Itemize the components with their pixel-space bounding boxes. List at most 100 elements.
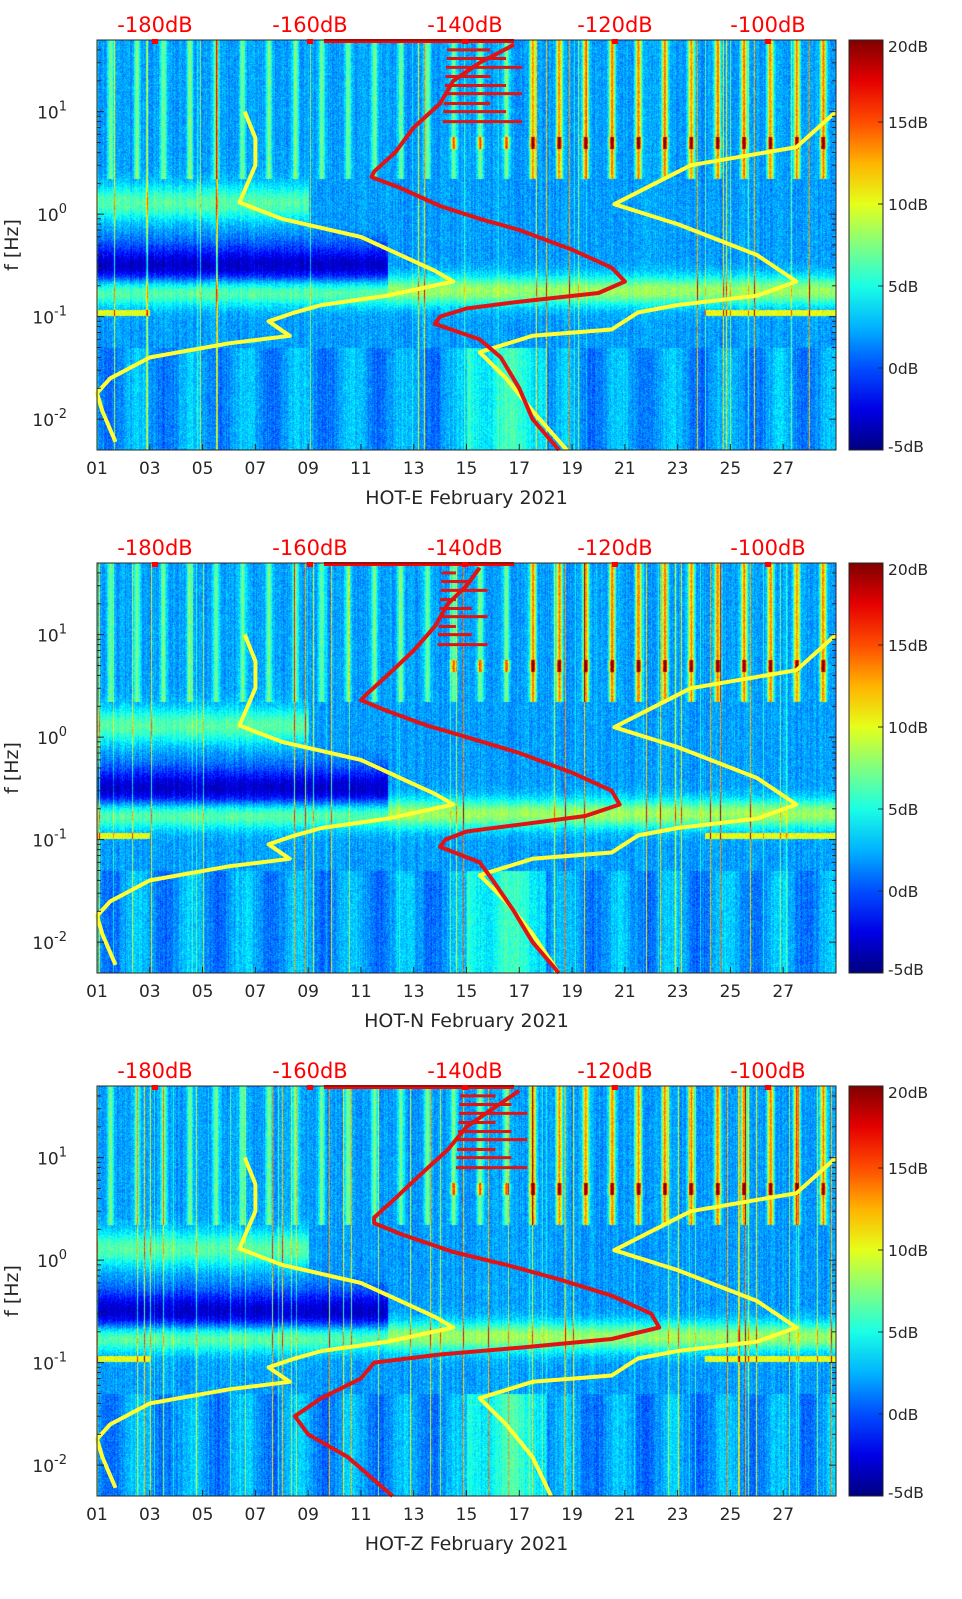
noise-model-low-line [95, 633, 456, 966]
y-tick-label: 10-2 [32, 1453, 67, 1477]
top-axis-label: -160dB [272, 536, 347, 560]
y-tick-label: 10-2 [32, 930, 67, 954]
top-axis-label: -180dB [117, 13, 192, 37]
top-axis-label: -120dB [577, 13, 652, 37]
x-tick-label: 03 [139, 982, 161, 1002]
y-tick-exponent: -2 [54, 407, 67, 422]
x-tick-label: 21 [614, 982, 636, 1002]
top-axis-label: -140dB [427, 1059, 502, 1083]
top-axis-label: -120dB [577, 1059, 652, 1083]
x-tick-label: 27 [772, 982, 794, 1002]
x-axis-title: HOT-N February 2021 [364, 1010, 569, 1032]
y-tick-base: 10 [32, 934, 54, 954]
top-axis-tick [152, 1085, 158, 1090]
y-tick-exponent: -1 [54, 305, 67, 320]
x-axis-title: HOT-Z February 2021 [365, 1533, 569, 1555]
top-axis-label: -100dB [730, 1059, 805, 1083]
x-tick-label: 03 [139, 1505, 161, 1525]
colorbar-label: 0dB [888, 883, 918, 901]
noise-psd-line [358, 566, 622, 975]
y-tick-base: 10 [37, 627, 59, 647]
x-tick-label: 13 [403, 982, 425, 1002]
top-axis-tick [612, 1085, 618, 1090]
x-tick-label: 13 [403, 459, 425, 479]
y-tick-label: 101 [37, 100, 67, 124]
colorbar-label: -5dB [888, 961, 924, 979]
y-tick-exponent: 0 [59, 725, 67, 740]
colorbar-label: 10dB [888, 1242, 928, 1260]
y-tick-exponent: 1 [59, 1146, 67, 1161]
noise-model-low-line [95, 110, 456, 443]
x-tick-label: 15 [456, 982, 478, 1002]
x-tick-label: 25 [720, 1505, 742, 1525]
top-axis-tick [152, 562, 158, 567]
top-axis-tick [152, 39, 158, 44]
x-tick-label: 17 [508, 459, 530, 479]
top-axis-tick [612, 562, 618, 567]
y-axis-title: f [Hz] [1, 1265, 23, 1317]
x-tick-label: 25 [720, 459, 742, 479]
x-tick-label: 07 [245, 982, 267, 1002]
noise-model-high-line [477, 633, 838, 975]
y-axis-title: f [Hz] [1, 742, 23, 794]
y-tick-exponent: 0 [59, 1248, 67, 1263]
top-axis-label: -120dB [577, 536, 652, 560]
y-tick-exponent: -2 [54, 1453, 67, 1468]
top-axis-tick [307, 562, 313, 567]
colorbar [848, 39, 884, 451]
x-tick-label: 23 [667, 982, 689, 1002]
y-tick-base: 10 [37, 104, 59, 124]
noise-model-high-line [477, 1156, 838, 1497]
x-tick-label: 03 [139, 459, 161, 479]
x-tick-label: 21 [614, 1505, 636, 1525]
x-tick-label: 09 [297, 982, 319, 1002]
y-tick-exponent: -2 [54, 930, 67, 945]
top-axis-tick [765, 39, 771, 44]
colorbar-label: 20dB [888, 561, 928, 579]
top-axis-tick [462, 562, 468, 567]
x-tick-label: 27 [772, 459, 794, 479]
colorbar-label: 10dB [888, 196, 928, 214]
colorbar [848, 562, 884, 974]
top-axis-label: -160dB [272, 1059, 347, 1083]
y-tick-exponent: -1 [54, 1351, 67, 1366]
y-tick-base: 10 [32, 309, 54, 329]
y-tick-base: 10 [32, 411, 54, 431]
top-axis-label: -160dB [272, 13, 347, 37]
top-axis-label: -180dB [117, 536, 192, 560]
x-tick-label: 01 [86, 982, 108, 1002]
x-tick-label: 25 [720, 982, 742, 1002]
colorbar-label: 15dB [888, 1160, 928, 1178]
top-axis-tick [462, 1085, 468, 1090]
colorbar-label: 5dB [888, 278, 918, 296]
y-tick-base: 10 [32, 1355, 54, 1375]
x-tick-label: 13 [403, 1505, 425, 1525]
colorbar-label: 0dB [888, 1406, 918, 1424]
x-tick-label: 15 [456, 1505, 478, 1525]
x-tick-label: 01 [86, 459, 108, 479]
colorbar-label: 10dB [888, 719, 928, 737]
x-tick-label: 27 [772, 1505, 794, 1525]
x-tick-label: 07 [245, 459, 267, 479]
x-tick-label: 21 [614, 459, 636, 479]
top-axis-tick [612, 39, 618, 44]
x-tick-label: 19 [561, 1505, 583, 1525]
top-axis-label: -180dB [117, 1059, 192, 1083]
colorbar-label: 0dB [888, 360, 918, 378]
spectrogram-image [97, 40, 836, 450]
x-tick-label: 19 [561, 982, 583, 1002]
top-axis-tick [765, 1085, 771, 1090]
y-tick-label: 10-1 [32, 1351, 67, 1375]
colorbar-label: 15dB [888, 114, 928, 132]
x-tick-label: 07 [245, 1505, 267, 1525]
colorbar-label: 20dB [888, 38, 928, 56]
x-tick-label: 11 [350, 982, 372, 1002]
top-axis-label: -100dB [730, 13, 805, 37]
spectrogram-image [97, 563, 836, 973]
y-tick-base: 10 [32, 1457, 54, 1477]
x-tick-label: 19 [561, 459, 583, 479]
